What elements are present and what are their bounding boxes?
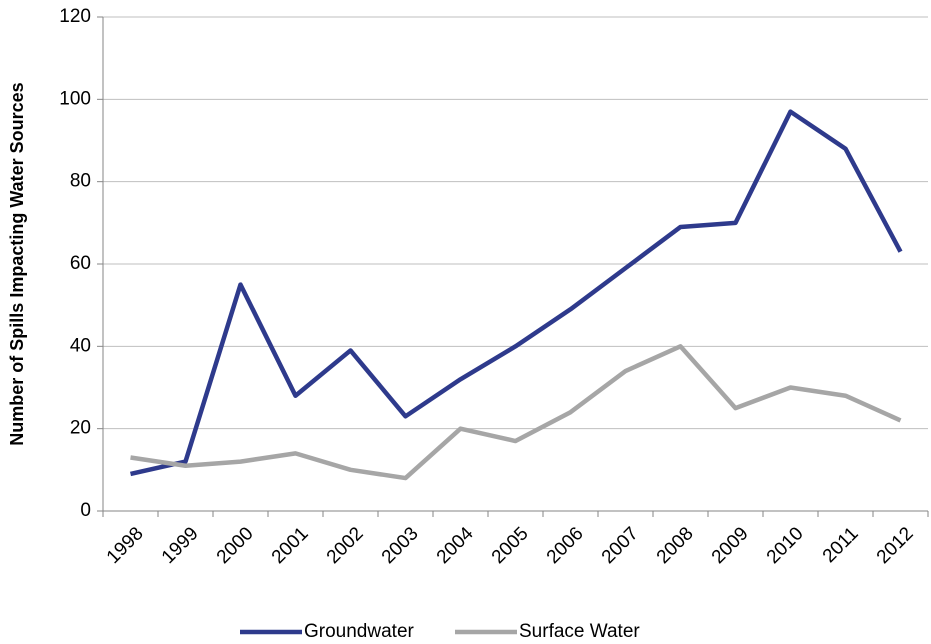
legend-label: Surface Water [519,621,640,642]
y-tick-label: 40 [70,335,91,356]
x-tick-label: 2006 [543,523,588,568]
y-tick-label: 0 [80,500,91,521]
y-tick-label: 100 [59,88,91,109]
y-tick-label: 120 [59,6,91,27]
y-tick-label: 60 [70,253,91,274]
x-tick-label: 1998 [103,523,148,568]
legend-label: Groundwater [304,621,415,642]
y-tick-label: 80 [70,171,91,192]
y-tick-label: 20 [70,418,91,439]
x-tick-label: 2002 [323,523,368,568]
x-tick-label: 2005 [488,523,533,568]
x-tick-label: 2003 [378,523,423,568]
x-tick-label: 2011 [819,523,863,567]
x-tick-label: 2001 [268,523,313,568]
x-tick-label: 2000 [213,523,258,568]
series-line [130,344,902,481]
series-line [130,109,903,477]
y-axis-label: Number of Spills Impacting Water Sources [7,82,27,445]
x-tick-label: 2012 [873,523,918,568]
x-tick-label: 2009 [708,523,753,568]
x-tick-label: 2007 [598,523,643,568]
x-tick-label: 1999 [158,523,203,568]
x-tick-label: 2004 [433,523,478,568]
x-tick-label: 2008 [653,523,698,568]
x-tick-label: 2010 [763,523,808,568]
